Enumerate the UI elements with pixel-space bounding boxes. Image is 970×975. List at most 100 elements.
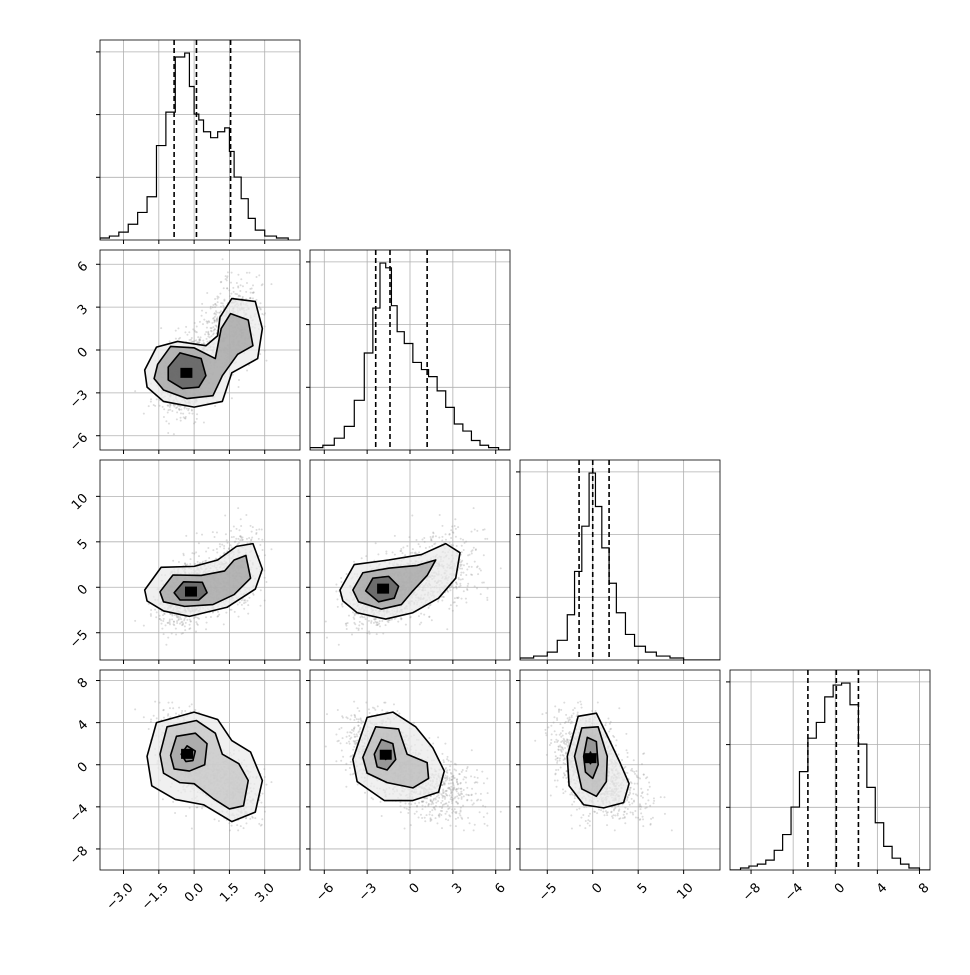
scatter-point xyxy=(165,644,167,646)
scatter-point xyxy=(385,551,387,553)
scatter-point xyxy=(182,413,184,415)
scatter-point xyxy=(176,622,178,624)
scatter-point xyxy=(150,609,152,611)
scatter-point xyxy=(473,507,475,509)
scatter-point xyxy=(154,405,156,407)
scatter-point xyxy=(217,611,219,613)
scatter-point xyxy=(387,621,389,623)
scatter-point xyxy=(237,603,239,605)
scatter-point xyxy=(134,620,136,622)
scatter-point xyxy=(256,276,258,278)
scatter-point xyxy=(180,417,182,419)
scatter-point xyxy=(247,613,249,615)
scatter-point xyxy=(346,573,348,575)
scatter-point xyxy=(241,599,243,601)
scatter-point xyxy=(455,528,457,530)
scatter-point xyxy=(163,633,165,635)
scatter-point xyxy=(423,537,425,539)
scatter-point xyxy=(453,587,455,589)
scatter-point xyxy=(226,277,228,279)
scatter-point xyxy=(171,633,173,635)
scatter-point xyxy=(441,599,443,601)
scatter-point xyxy=(389,619,391,621)
scatter-point xyxy=(409,616,411,618)
scatter-point xyxy=(230,282,232,284)
scatter-point xyxy=(161,623,163,625)
histogram-panel-1 xyxy=(306,250,510,454)
scatter-point xyxy=(225,612,227,614)
scatter-point xyxy=(454,518,456,520)
scatter-point xyxy=(252,526,254,528)
scatter-point xyxy=(213,332,215,334)
panel-content xyxy=(134,258,272,435)
scatter-point xyxy=(452,602,454,604)
scatter-point xyxy=(476,530,478,532)
scatter-point xyxy=(212,326,214,328)
scatter-point xyxy=(143,413,145,415)
scatter-point xyxy=(263,314,265,316)
scatter-point xyxy=(359,616,361,618)
scatter-point xyxy=(428,605,430,607)
scatter-point xyxy=(248,597,250,599)
scatter-point xyxy=(230,530,232,532)
scatter-point xyxy=(239,601,241,603)
scatter-point xyxy=(463,590,465,592)
scatter-point xyxy=(376,624,378,626)
scatter-point xyxy=(421,539,423,541)
scatter-point xyxy=(385,624,387,626)
scatter-point xyxy=(450,537,452,539)
scatter-point xyxy=(180,420,182,422)
scatter-point xyxy=(211,322,213,324)
scatter-point xyxy=(223,306,225,308)
scatter-point xyxy=(174,614,176,616)
scatter-point xyxy=(483,554,485,556)
scatter-point xyxy=(184,406,186,408)
scatter-point xyxy=(433,532,435,534)
scatter-point xyxy=(370,622,372,624)
scatter-point xyxy=(452,544,454,546)
scatter-point xyxy=(461,551,463,553)
scatter-point xyxy=(206,622,208,624)
scatter-point xyxy=(191,552,193,554)
scatter-point xyxy=(463,564,465,566)
scatter-point xyxy=(204,560,206,562)
scatter-point xyxy=(241,537,243,539)
scatter-point xyxy=(209,336,211,338)
scatter-point xyxy=(223,545,225,547)
scatter-point xyxy=(228,289,230,291)
scatter-point xyxy=(234,541,236,543)
scatter-point xyxy=(196,623,198,625)
scatter-point xyxy=(208,320,210,322)
scatter-point xyxy=(270,548,272,550)
scatter-point xyxy=(231,397,233,399)
scatter-point xyxy=(246,538,248,540)
scatter-point xyxy=(461,568,463,570)
scatter-point xyxy=(202,561,204,563)
scatter-point xyxy=(248,272,250,274)
scatter-point xyxy=(155,616,157,618)
scatter-point xyxy=(216,548,218,550)
y-tick-label: 6 xyxy=(75,259,91,275)
scatter-point xyxy=(340,577,342,579)
scatter-point xyxy=(194,330,196,332)
scatter-point xyxy=(217,616,219,618)
scatter-point xyxy=(448,608,450,610)
scatter-point xyxy=(205,616,207,618)
scatter-point xyxy=(264,554,266,556)
scatter-point xyxy=(206,327,208,329)
scatter-point xyxy=(196,413,198,415)
scatter-point xyxy=(261,313,263,315)
scatter-point xyxy=(258,274,260,276)
scatter-point xyxy=(198,339,200,341)
scatter-point xyxy=(165,420,167,422)
scatter-point xyxy=(167,409,169,411)
scatter-point xyxy=(212,304,214,306)
scatter-point xyxy=(480,593,482,595)
scatter-point xyxy=(205,551,207,553)
scatter-point xyxy=(439,514,441,516)
scatter-point xyxy=(173,433,175,435)
scatter-point xyxy=(212,549,214,551)
scatter-point xyxy=(423,614,425,616)
scatter-point xyxy=(481,582,483,584)
